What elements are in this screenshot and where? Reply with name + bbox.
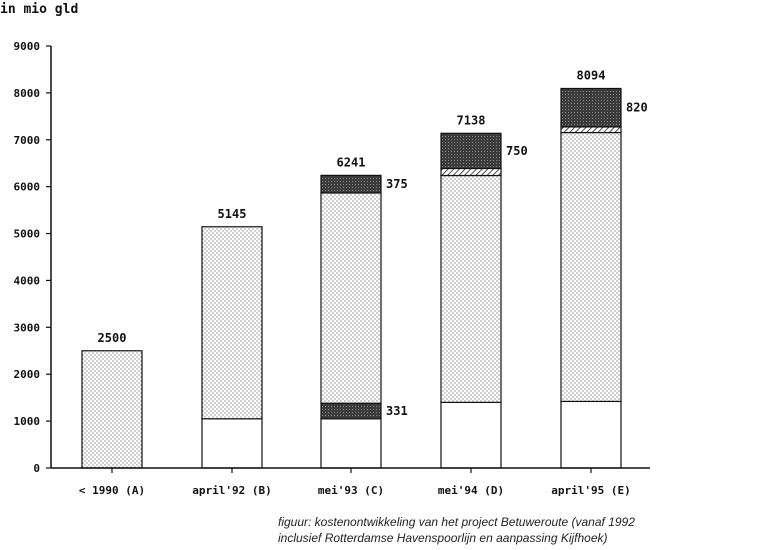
bar-segment (440, 132, 502, 170)
unit-label: in mio gld (0, 2, 78, 17)
y-tick-label: 0 (33, 462, 40, 475)
bar-segment (440, 167, 502, 177)
bar-segment (560, 87, 622, 128)
segment-value-label: 331 (386, 404, 408, 418)
bar-total-label: 5145 (218, 207, 247, 221)
figure-caption: figuur: kostenontwikkeling van het proje… (278, 514, 763, 546)
stacked-bar-chart: in mio gld 0 1000 2000 3000 4000 5000 6000 7000… (0, 2, 650, 497)
y-tick-label: 6000 (14, 181, 41, 194)
bar-segment (320, 418, 382, 469)
bar-total-label: 8094 (577, 68, 606, 82)
bar-segment (201, 418, 263, 469)
bar-total-label: 2500 (98, 331, 127, 345)
bar-total-label: 7138 (457, 113, 486, 127)
caption-line-2: inclusief Rotterdamse Havenspoorlijn en … (278, 531, 608, 545)
x-tick-label: < 1990 (A) (79, 484, 145, 497)
y-axis: 0 1000 2000 3000 4000 5000 6000 7000 8000 9000 (14, 40, 52, 475)
bar-segment (201, 226, 263, 420)
bars: 2500 5145 6241 7138 8094 331 375 750 820 (81, 68, 648, 469)
x-tick-label: mei'93 (C) (318, 484, 384, 497)
segment-value-label: 375 (386, 177, 408, 191)
x-tick-label: april'95 (E) (551, 484, 630, 497)
segment-value-label: 820 (626, 101, 648, 115)
caption-line-1: figuur: kostenontwikkeling van het proje… (278, 515, 635, 529)
x-axis: < 1990 (A) april'92 (B) mei'93 (C) mei'94 (… (51, 467, 650, 497)
y-tick-label: 7000 (14, 134, 41, 147)
y-tick-label: 1000 (14, 415, 41, 428)
bar-segment (560, 131, 622, 403)
bar-segment (440, 401, 502, 469)
bar-segment (81, 350, 143, 469)
y-tick-label: 9000 (14, 40, 41, 53)
y-tick-label: 5000 (14, 228, 41, 241)
y-tick-label: 2000 (14, 368, 41, 381)
bar-segment (560, 126, 622, 134)
bar-segment (320, 174, 382, 194)
x-tick-label: april'92 (B) (192, 484, 271, 497)
bar-total-label: 6241 (337, 155, 366, 169)
segment-value-label: 750 (506, 144, 528, 158)
y-tick-label: 4000 (14, 274, 41, 287)
y-tick-label: 8000 (14, 87, 41, 100)
bar-segment (320, 402, 382, 420)
bar-segment (560, 400, 622, 469)
bar-segment (320, 192, 382, 404)
x-tick-label: mei'94 (D) (438, 484, 504, 497)
bar-segment (440, 174, 502, 403)
y-tick-label: 3000 (14, 321, 41, 334)
